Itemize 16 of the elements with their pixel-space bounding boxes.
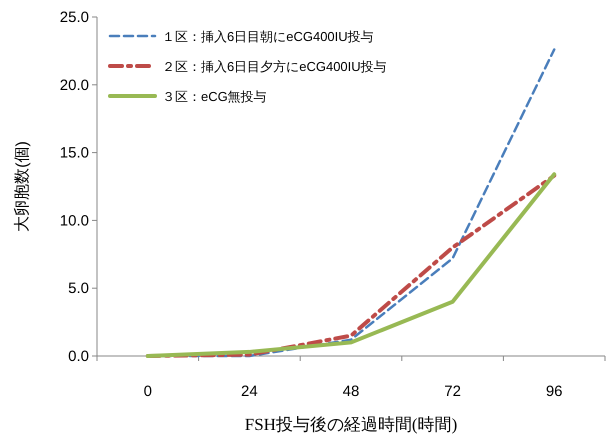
x-tick-label: 48 <box>342 383 360 400</box>
x-axis-title: FSH投与後の経過時間(時間) <box>244 415 458 434</box>
y-tick-label: 5.0 <box>68 280 89 298</box>
x-tick-label: 72 <box>444 383 461 400</box>
y-tick-label: 0.0 <box>68 348 89 365</box>
x-tick-label: 24 <box>241 383 258 400</box>
x-tick-label: 0 <box>144 383 152 400</box>
legend-label: ３区：eCG無投与 <box>162 89 267 104</box>
y-axis-title: 大卵胞数(個) <box>13 141 31 232</box>
y-tick-label: 25.0 <box>60 9 89 26</box>
legend-label: １区：挿入6日目朝にeCG400IU投与 <box>162 29 374 44</box>
legend-label: ２区：挿入6日目夕方にeCG400IU投与 <box>162 59 387 74</box>
y-tick-label: 15.0 <box>60 144 89 162</box>
y-tick-label: 10.0 <box>60 212 89 230</box>
x-tick-label: 96 <box>546 383 563 400</box>
y-tick-label: 20.0 <box>60 76 89 94</box>
